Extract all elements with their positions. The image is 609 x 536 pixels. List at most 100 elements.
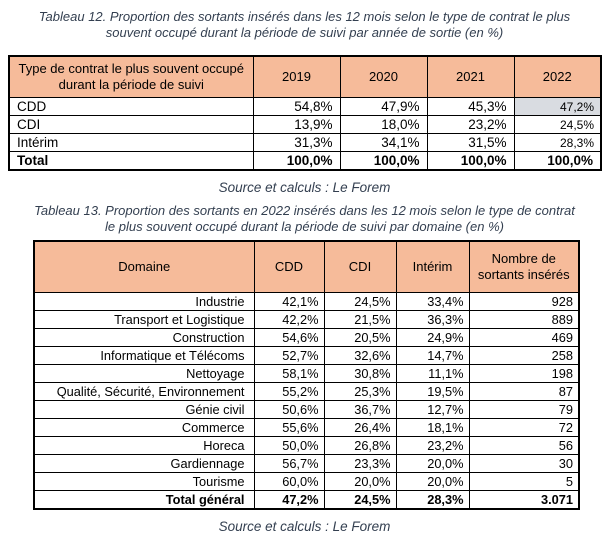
table1-year-header-2020: 2020 (339, 55, 428, 98)
insertion-by-domain-table: Domaine CDD CDI Intérim Nombre de sortants i… (33, 239, 580, 510)
domain-label: Industrie (33, 292, 255, 311)
table1-year-header-2021: 2021 (426, 55, 515, 98)
value-cell: 21,5% (323, 310, 397, 329)
table-row: Construction 54,6% 20,5% 24,9% 469 (33, 328, 580, 347)
contract-type-label: CDI (8, 115, 254, 134)
value-cell: 28,3% (513, 133, 602, 152)
value-cell: 28,3% (395, 490, 470, 509)
table2-column-header: Intérim (395, 240, 470, 293)
domain-label: Commerce (33, 418, 255, 437)
value-cell: 469 (468, 328, 580, 347)
value-cell: 33,4% (395, 292, 470, 311)
value-cell: 31,3% (252, 133, 341, 152)
value-cell: 87 (468, 382, 580, 401)
table-row: Horeca 50,0% 26,8% 23,2% 56 (33, 436, 580, 455)
table-row: CDD 54,8% 47,9% 45,3% 47,2% (8, 97, 602, 116)
table-row: Intérim 31,3% 34,1% 31,5% 28,3% (8, 133, 602, 152)
value-cell: 12,7% (395, 400, 470, 419)
value-cell: 60,0% (253, 472, 325, 491)
value-cell: 56,7% (253, 454, 325, 473)
value-cell: 58,1% (253, 364, 325, 383)
value-cell: 25,3% (323, 382, 397, 401)
value-cell: 24,5% (323, 490, 397, 509)
source-note-table13: Source et calculs : Le Forem (218, 518, 391, 534)
value-cell: 198 (468, 364, 580, 383)
domain-label: Horeca (33, 436, 255, 455)
value-cell: 20,0% (323, 472, 397, 491)
table2-column-header: CDD (253, 240, 325, 293)
value-cell: 889 (468, 310, 580, 329)
value-cell: 72 (468, 418, 580, 437)
value-cell: 23,3% (323, 454, 397, 473)
value-cell: 23,2% (395, 436, 470, 455)
value-cell: 50,6% (253, 400, 325, 419)
table-row: Transport et Logistique 42,2% 21,5% 36,3% 88… (33, 310, 580, 329)
domain-label: Gardiennage (33, 454, 255, 473)
value-cell: 47,2% (253, 490, 325, 509)
value-cell: 26,8% (323, 436, 397, 455)
source-note-table12: Source et calculs : Le Forem (218, 179, 391, 195)
value-cell: 54,8% (252, 97, 341, 116)
value-cell: 24,5% (513, 115, 602, 134)
domain-label: Qualité, Sécurité, Environnement (33, 382, 255, 401)
value-cell: 47,2% (513, 97, 602, 116)
domain-label: Génie civil (33, 400, 255, 419)
table-row: Commerce 55,6% 26,4% 18,1% 72 (33, 418, 580, 437)
table2-column-header: Domaine (33, 240, 255, 293)
value-cell: 258 (468, 346, 580, 365)
table-row: Informatique et Télécoms 52,7% 32,6% 14,7% 2… (33, 346, 580, 365)
contract-type-label: Total (8, 151, 254, 170)
domain-label: Construction (33, 328, 255, 347)
value-cell: 50,0% (253, 436, 325, 455)
value-cell: 18,0% (339, 115, 428, 134)
contract-type-label: CDD (8, 97, 254, 116)
table-row: Total général 47,2% 24,5% 28,3% 3.071 (33, 490, 580, 509)
table-row: Industrie 42,1% 24,5% 33,4% 928 (33, 292, 580, 311)
domain-label: Total général (33, 490, 255, 509)
table12-caption: Tableau 12. Proportion des sortants insé… (38, 9, 571, 40)
value-cell: 34,1% (339, 133, 428, 152)
value-cell: 45,3% (426, 97, 515, 116)
table1-year-header-2022: 2022 (513, 55, 602, 98)
value-cell: 31,5% (426, 133, 515, 152)
table-row: Tourisme 60,0% 20,0% 20,0% 5 (33, 472, 580, 491)
value-cell: 100,0% (252, 151, 341, 170)
value-cell: 56 (468, 436, 580, 455)
value-cell: 100,0% (426, 151, 515, 170)
value-cell: 30 (468, 454, 580, 473)
value-cell: 13,9% (252, 115, 341, 134)
table-row: Génie civil 50,6% 36,7% 12,7% 79 (33, 400, 580, 419)
value-cell: 24,9% (395, 328, 470, 347)
value-cell: 36,7% (323, 400, 397, 419)
value-cell: 42,2% (253, 310, 325, 329)
value-cell: 79 (468, 400, 580, 419)
table13-caption: Tableau 13. Proportion des sortants en 2… (34, 202, 575, 234)
value-cell: 54,6% (253, 328, 325, 347)
value-cell: 26,4% (323, 418, 397, 437)
value-cell: 11,1% (395, 364, 470, 383)
value-cell: 20,5% (323, 328, 397, 347)
value-cell: 3.071 (468, 490, 580, 509)
value-cell: 47,9% (339, 97, 428, 116)
value-cell: 100,0% (339, 151, 428, 170)
table2-column-header: Nombre de sortants insérés (468, 240, 580, 293)
table2-header-row: Domaine CDD CDI Intérim Nombre de sortants i… (33, 240, 580, 293)
table-row: Qualité, Sécurité, Environnement 55,2% 25,… (33, 382, 580, 401)
value-cell: 32,6% (323, 346, 397, 365)
domain-label: Informatique et Télécoms (33, 346, 255, 365)
value-cell: 55,2% (253, 382, 325, 401)
table1-header-row: Type de contrat le plus souvent occupé d… (8, 55, 602, 98)
value-cell: 20,0% (395, 454, 470, 473)
contract-type-label: Intérim (8, 133, 254, 152)
insertion-by-contract-type-table: Type de contrat le plus souvent occupé d… (8, 55, 602, 171)
value-cell: 5 (468, 472, 580, 491)
table2-column-header: CDI (323, 240, 397, 293)
value-cell: 18,1% (395, 418, 470, 437)
domain-label: Tourisme (33, 472, 255, 491)
value-cell: 100,0% (513, 151, 602, 170)
table-row: Nettoyage 58,1% 30,8% 11,1% 198 (33, 364, 580, 383)
value-cell: 14,7% (395, 346, 470, 365)
value-cell: 36,3% (395, 310, 470, 329)
table-row: CDI 13,9% 18,0% 23,2% 24,5% (8, 115, 602, 134)
table-row: Gardiennage 56,7% 23,3% 20,0% 30 (33, 454, 580, 473)
